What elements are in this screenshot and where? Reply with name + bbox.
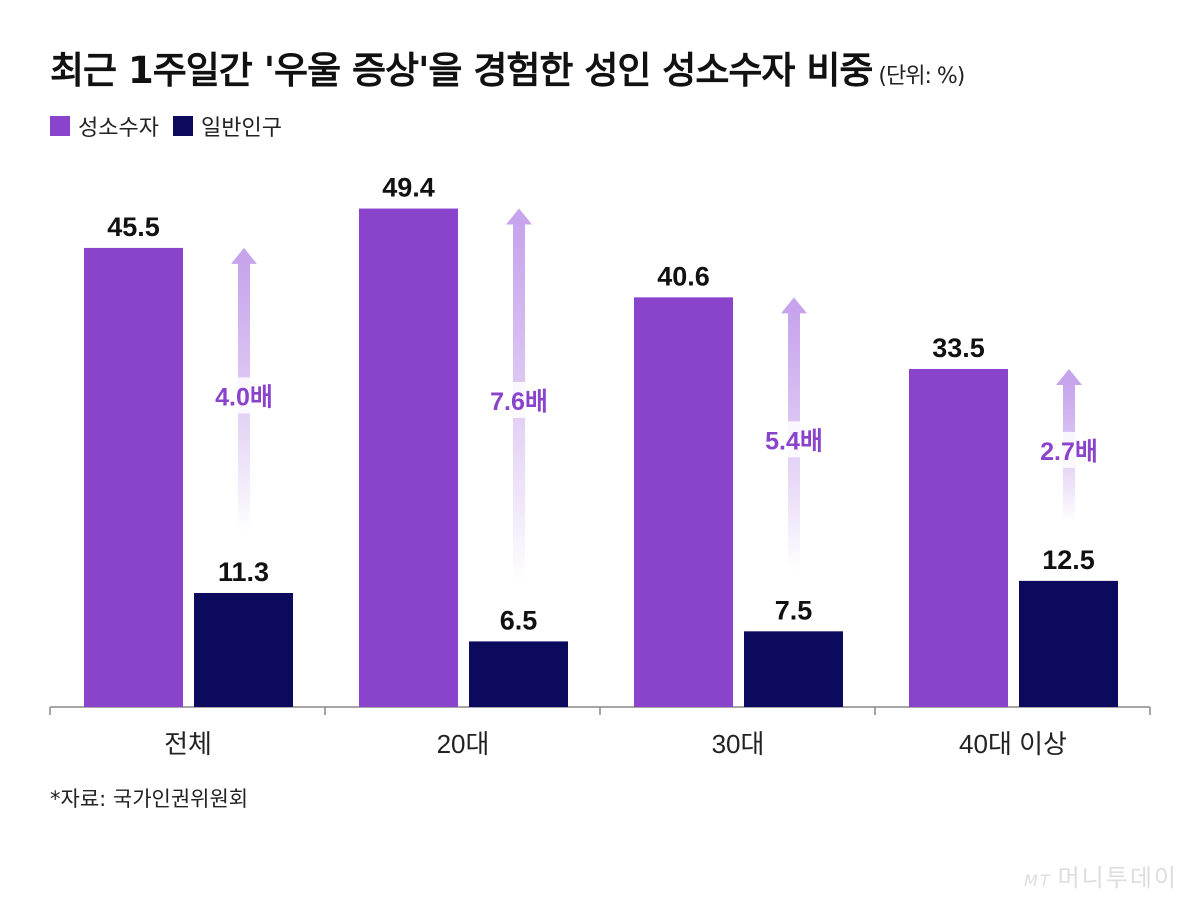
- legend-label-lgbt: 성소수자: [78, 116, 159, 141]
- ratio-label-bg: [1027, 431, 1111, 468]
- bar-general: [469, 641, 568, 707]
- data-label: 40.6: [657, 261, 710, 291]
- bar-lgbt: [634, 297, 733, 707]
- data-label: 45.5: [107, 212, 160, 242]
- ratio-label-bg: [752, 421, 836, 458]
- data-label: 49.4: [382, 173, 435, 203]
- ratio-arrow-head: [506, 208, 532, 225]
- ratio-label: 5.4배: [765, 427, 823, 455]
- bar-general: [744, 631, 843, 707]
- x-tick-label: 20대: [437, 729, 490, 759]
- ratio-arrow-head: [1056, 368, 1082, 385]
- data-label: 33.5: [932, 333, 985, 363]
- bar-general: [194, 592, 293, 707]
- bar-lgbt: [909, 368, 1008, 707]
- unit-label: (단위: %): [878, 64, 965, 89]
- bar-general: [1019, 580, 1118, 707]
- legend-label-general: 일반인구: [200, 116, 282, 141]
- x-tick-label: 30대: [712, 729, 765, 759]
- x-tick-label: 40대 이상: [959, 729, 1067, 759]
- ratio-label-bg: [477, 381, 561, 418]
- legend-swatch-lgbt: [50, 116, 70, 136]
- data-label: 6.5: [500, 605, 538, 635]
- bar-lgbt: [84, 247, 183, 707]
- ratio-arrow-head: [231, 247, 257, 264]
- logo-name: 머니투데이: [1057, 864, 1178, 892]
- source-note: *자료: 국가인권위원회: [50, 787, 249, 811]
- logo: MT 머니투데이: [1024, 858, 1178, 893]
- legend: 성소수자 일반인구: [50, 110, 282, 142]
- bar-lgbt: [359, 208, 458, 707]
- ratio-label: 7.6배: [490, 388, 548, 416]
- ratio-label: 2.7배: [1040, 438, 1098, 466]
- data-label: 12.5: [1042, 545, 1095, 575]
- ratio-arrow-head: [781, 297, 807, 314]
- data-label: 7.5: [775, 595, 813, 625]
- x-tick-label: 전체: [164, 729, 212, 759]
- ratio-label-bg: [202, 377, 286, 414]
- data-label: 11.3: [218, 557, 269, 587]
- legend-swatch-general: [172, 116, 193, 136]
- title-text: 최근 1주일간 '우울 증상'을 경험한 성인 성소수자 비중: [50, 49, 873, 92]
- chart-title: 최근 1주일간 '우울 증상'을 경험한 성인 성소수자 비중 (단위: %): [50, 40, 965, 94]
- logo-mark: MT: [1024, 871, 1052, 890]
- ratio-label: 4.0배: [215, 383, 273, 411]
